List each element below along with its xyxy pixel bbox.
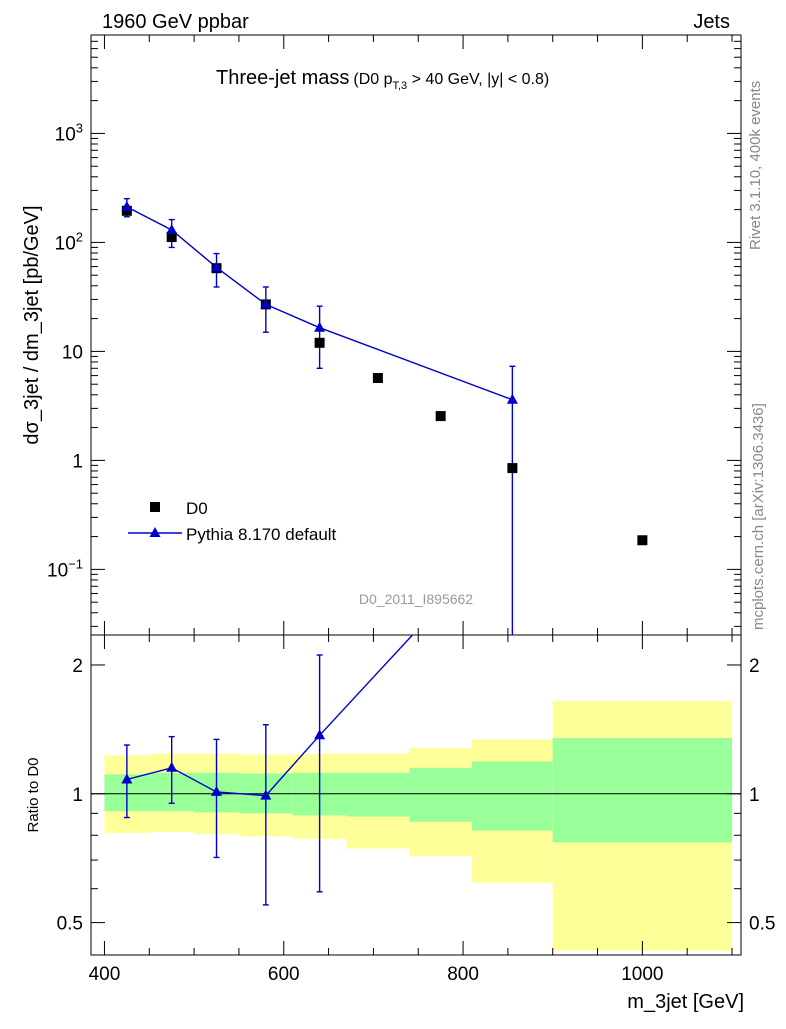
d0-point [435, 411, 446, 422]
y-tick-label-ratio: 0.5 [57, 914, 83, 935]
y-tick-label-exponent: −1 [68, 556, 83, 571]
pythia-point [121, 200, 133, 211]
y-tick-label-base: 10 [55, 124, 76, 145]
x-tick-label: 1000 [621, 964, 663, 985]
x-tick-label: 800 [447, 964, 479, 985]
inner-band-bin [552, 738, 733, 843]
x-axis-label: m_3jet [GeV] [627, 991, 744, 1013]
y-tick-label-base: 10 [62, 342, 83, 363]
title-main: Three-jet mass [216, 67, 349, 89]
legend-pythia-label: Pythia 8.170 default [186, 525, 337, 544]
header-right-label: Jets [693, 11, 730, 33]
title-cut-prefix: (D0 p [353, 71, 392, 88]
y-tick-label-top: 10 [62, 342, 83, 363]
inner-band-bin [346, 772, 410, 817]
x-tick-label: 400 [89, 964, 121, 985]
pythia-point [166, 223, 178, 234]
d0-point [166, 232, 177, 243]
title-cut-subscript: T,3 [393, 80, 408, 92]
x-tick-label: 600 [268, 964, 300, 985]
legend-pythia-marker [149, 527, 161, 537]
header-left-label: 1960 GeV ppbar [102, 11, 249, 33]
y-tick-label-base: 10 [55, 233, 76, 254]
y-tick-label-ratio-right: 0.5 [749, 914, 775, 935]
y-tick-label-ratio-right: 2 [749, 656, 760, 677]
title-cut-suffix: > 40 GeV, |y| < 0.8) [407, 71, 549, 88]
pythia-line [126, 206, 513, 401]
uncertainty-bands [104, 700, 733, 951]
ratio-data-marks [121, 635, 414, 906]
y-axis-label-ratio: Ratio to D0 [25, 757, 42, 832]
ratio-line [126, 635, 414, 797]
y-tick-label-base: 10 [47, 560, 68, 581]
top-data-marks [121, 197, 648, 635]
y-tick-label-top: 1 [72, 451, 83, 472]
y-tick-label-ratio: 2 [72, 656, 83, 677]
d0-point [637, 535, 648, 546]
ratio-frame [90, 634, 742, 956]
ratio-point [211, 785, 223, 796]
legend: D0 Pythia 8.170 default [128, 499, 337, 544]
y-tick-label-ratio: 1 [72, 785, 83, 806]
d0-point [372, 373, 383, 384]
y-tick-label-exponent: 2 [76, 229, 83, 244]
ratio-point [121, 773, 133, 784]
inner-band-bin [409, 767, 473, 822]
pythia-point [314, 321, 326, 332]
ratio-point [260, 789, 272, 800]
d0-point [314, 337, 325, 348]
pythia-point [506, 393, 518, 404]
pythia-point [211, 261, 223, 272]
y-tick-label-exponent: 3 [76, 120, 83, 135]
plot-title: Three-jet mass (D0 pT,3 > 40 GeV, |y| < 0… [216, 67, 549, 92]
y-tick-label-top: 10−1 [47, 556, 83, 581]
rivet-version-label: Rivet 3.1.10, 400k events [747, 81, 764, 250]
y-axis-label-top: dσ_3jet / dm_3jet [pb/GeV] [21, 205, 43, 444]
pythia-point [260, 298, 272, 309]
mcplots-label: mcplots.cern.ch [arXiv:1306.3436] [750, 403, 767, 630]
y-tick-label-top: 102 [55, 229, 83, 254]
legend-d0-marker [150, 502, 160, 512]
y-tick-label-ratio-right: 1 [749, 785, 760, 806]
y-tick-label-base: 1 [72, 451, 83, 472]
inner-band-bin [472, 761, 553, 831]
d0-point [507, 463, 518, 474]
y-tick-label-top: 103 [55, 120, 83, 145]
analysis-id-label: D0_2011_I895662 [359, 591, 473, 607]
ratio-point [166, 761, 178, 772]
ratio-axes: 0.5 0.5 1 1 2 2 400 600 800 1000 [57, 634, 775, 985]
ratio-point [314, 729, 326, 740]
legend-d0-label: D0 [186, 499, 208, 518]
